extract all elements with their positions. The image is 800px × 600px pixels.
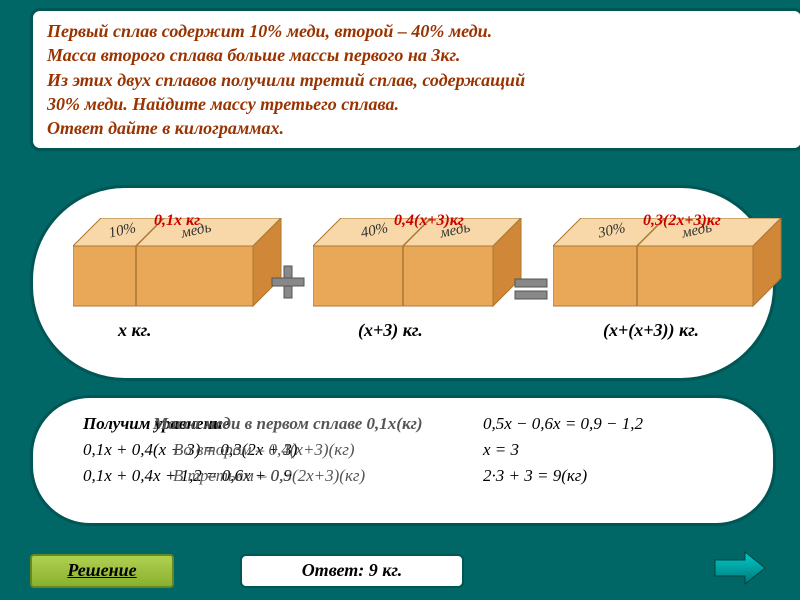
problem-line: Из этих двух сплавов получили третий спл… bbox=[47, 68, 787, 92]
work-line: 0,1x + 0,4x + 1,2 = 0,6x + 0,9 В третьем… bbox=[83, 466, 463, 486]
work-line: 0,1x + 0,4(x + 3) = 0,3(2x + 3) Во второ… bbox=[83, 440, 463, 460]
alloy-bar: 30% медь 0,3(2x+3)кг(x+(x+3)) кг. bbox=[553, 218, 791, 316]
bar-weight: x кг. bbox=[118, 320, 152, 341]
diagram-panel: 10% медь 0,1x кгx кг. 40% медь 0,4(x+3)к… bbox=[30, 185, 776, 381]
alloy-bar: 10% медь 0,1x кгx кг. bbox=[73, 218, 291, 316]
plus-icon bbox=[270, 263, 306, 310]
problem-line: Масса второго сплава больше массы первог… bbox=[47, 43, 787, 67]
equals-icon bbox=[513, 266, 549, 313]
bar-annotation: 0,1x кг bbox=[154, 212, 200, 230]
work-line: 0,5x − 0,6x = 0,9 − 1,2 bbox=[483, 414, 743, 434]
problem-line: Первый сплав содержит 10% меди, второй –… bbox=[47, 19, 787, 43]
problem-statement: Первый сплав содержит 10% меди, второй –… bbox=[30, 8, 800, 151]
work-panel: Получим уравнение Масса меди в первом сп… bbox=[30, 395, 776, 526]
problem-line: 30% меди. Найдите массу третьего сплава. bbox=[47, 92, 787, 116]
answer-box: Ответ: 9 кг. bbox=[240, 554, 464, 588]
next-arrow-icon[interactable] bbox=[710, 548, 770, 588]
bar-weight: (x+(x+3)) кг. bbox=[603, 320, 699, 341]
bar-annotation: 0,4(x+3)кг bbox=[394, 212, 464, 230]
solution-button[interactable]: Решение bbox=[30, 554, 174, 588]
work-header: Получим уравнение Масса меди в первом сп… bbox=[83, 414, 463, 434]
work-line: 2·3 + 3 = 9(кг) bbox=[483, 466, 743, 486]
work-line: x = 3 bbox=[483, 440, 743, 460]
bar-weight: (x+3) кг. bbox=[358, 320, 423, 341]
bar-annotation: 0,3(2x+3)кг bbox=[643, 212, 721, 230]
problem-line: Ответ дайте в килограммах. bbox=[47, 116, 787, 140]
alloy-bar: 40% медь 0,4(x+3)кг(x+3) кг. bbox=[313, 218, 531, 316]
